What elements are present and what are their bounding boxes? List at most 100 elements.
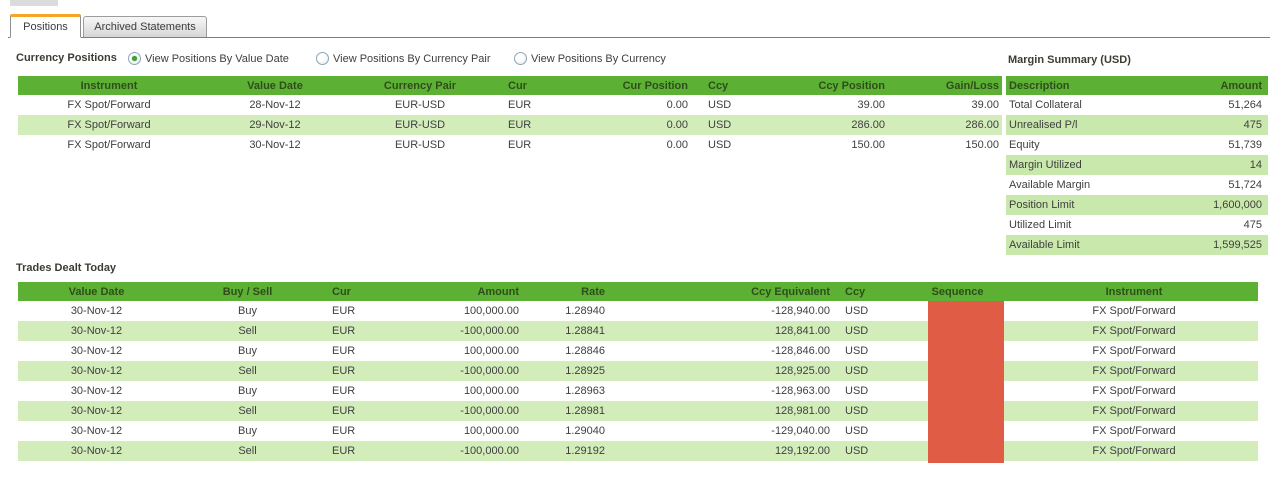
table-row[interactable]: 30-Nov-12 Sell EUR -100,000.00 1.28841 128,84… [18,321,1258,341]
table-row[interactable]: Unrealised P/l 475 [1006,115,1268,135]
table-cell: Buy [238,345,257,357]
table-cell: 100,000.00 [463,345,519,357]
table-cell: 51,724 [1228,179,1262,191]
table-row[interactable]: Total Collateral 51,264 [1006,95,1268,115]
table-row[interactable]: 30-Nov-12 Buy EUR 100,000.00 1.28846 -128,846… [18,341,1258,361]
column-header[interactable]: Currency Pair [350,76,490,95]
table-cell: 51,264 [1228,99,1262,111]
table-cell: 129,192.00 [615,441,835,461]
column-header[interactable]: Amount [1176,76,1268,95]
table-cell: Sell [175,401,320,421]
table-row[interactable]: 30-Nov-12 Sell EUR -100,000.00 1.28925 128,92… [18,361,1258,381]
trades-dealt-today-title: Trades Dealt Today [16,262,117,274]
table-row[interactable]: FX Spot/Forward 28-Nov-12 EUR-USD EUR 0.00 US… [18,95,1002,115]
table-cell: USD [835,321,905,341]
table-row[interactable]: FX Spot/Forward 29-Nov-12 EUR-USD EUR 0.00 US… [18,115,1002,135]
tab-positions[interactable]: Positions [10,14,81,38]
table-cell: -100,000.00 [410,441,525,461]
currency-positions-title: Currency Positions [16,52,117,64]
table-row[interactable]: Equity 51,739 [1006,135,1268,155]
table-cell: FX Spot/Forward [1092,385,1176,397]
table-cell: 1,600,000 [1176,195,1268,215]
column-header[interactable]: Rate [525,282,615,301]
column-header[interactable]: Cur [320,282,410,301]
table-row[interactable]: FX Spot/Forward 30-Nov-12 EUR-USD EUR 0.00 US… [18,135,1002,155]
column-header[interactable]: Description [1006,76,1176,95]
column-header[interactable]: Buy / Sell [175,282,320,301]
table-row[interactable]: 30-Nov-12 Sell EUR -100,000.00 1.29192 129,19… [18,441,1258,461]
table-row[interactable]: Utilized Limit 475 [1006,215,1268,235]
table-cell: EUR [320,361,410,381]
column-header[interactable]: Cur Position [565,76,700,95]
table-cell: 1.28981 [525,401,615,421]
table-cell: USD [708,99,732,111]
table-row[interactable]: 30-Nov-12 Sell EUR -100,000.00 1.28981 128,98… [18,401,1258,421]
table-cell: -128,940.00 [771,305,830,317]
table-cell: Buy [238,305,257,317]
table-cell: 150.00 [965,139,999,151]
table-cell: -100,000.00 [410,321,525,341]
tab-archived-statements[interactable]: Archived Statements [83,16,207,37]
table-cell: Available Limit [1006,235,1176,255]
table-cell: EUR-USD [350,115,490,135]
table-row[interactable]: Margin Utilized 14 [1006,155,1268,175]
table-cell: Buy [238,385,257,397]
table-cell: 30-Nov-12 [70,385,123,397]
table-cell: 39.00 [971,99,999,111]
table-cell: FX Spot/Forward [67,139,151,151]
table-cell: -100,000.00 [410,361,525,381]
table-cell: USD [835,361,905,381]
radio-view-positions-by-value-date[interactable]: View Positions By Value Date [128,50,289,67]
table-cell: USD [835,401,905,421]
margin-summary-table: Description Amount Total Collateral 51,264… [1006,76,1268,255]
table-row[interactable]: 30-Nov-12 Buy EUR 100,000.00 1.29040 -129,040… [18,421,1258,441]
table-cell: Buy [238,425,257,437]
table-cell: 1.28925 [525,361,615,381]
column-header[interactable]: Value Date [200,76,350,95]
column-header[interactable]: Value Date [18,282,175,301]
column-header[interactable]: Gain/Loss [895,76,1002,95]
table-cell: -128,846.00 [771,345,830,357]
table-cell: 1.29040 [565,425,605,437]
top-left-artifact [10,0,58,6]
table-cell: EUR [490,115,565,135]
table-row[interactable]: Available Margin 51,724 [1006,175,1268,195]
table-row[interactable]: 30-Nov-12 Buy EUR 100,000.00 1.28963 -128,963… [18,381,1258,401]
table-cell: FX Spot/Forward [1010,361,1258,381]
table-cell: 30-Nov-12 [18,441,175,461]
table-row[interactable]: Position Limit 1,600,000 [1006,195,1268,215]
table-cell: -100,000.00 [410,401,525,421]
column-header[interactable]: Ccy [835,282,905,301]
table-row[interactable]: 30-Nov-12 Buy EUR 100,000.00 1.28940 -128,940… [18,301,1258,321]
table-cell: 14 [1176,155,1268,175]
column-header[interactable]: Ccy Equivalent [615,282,835,301]
column-header[interactable]: Amount [410,282,525,301]
table-cell: EUR [332,385,356,397]
column-header[interactable]: Ccy Position [765,76,895,95]
table-cell: FX Spot/Forward [1092,345,1176,357]
radio-view-positions-by-currency-pair[interactable]: View Positions By Currency Pair [316,50,491,67]
table-cell: USD [700,115,765,135]
column-header[interactable]: Instrument [18,76,200,95]
table-cell: USD [845,425,869,437]
column-header[interactable]: Cur [490,76,565,95]
tab-label: Archived Statements [94,21,196,33]
table-row[interactable]: Available Limit 1,599,525 [1006,235,1268,255]
table-cell: 128,841.00 [615,321,835,341]
table-cell: 28-Nov-12 [249,99,301,111]
margin-summary-title: Margin Summary (USD) [1008,54,1131,66]
table-cell: Sell [175,321,320,341]
table-cell: FX Spot/Forward [1092,425,1176,437]
table-cell: Utilized Limit [1009,219,1072,231]
table-cell: EUR [508,99,532,111]
column-header[interactable]: Sequence [905,282,1010,301]
table-cell: 100,000.00 [463,385,519,397]
table-cell: 128,981.00 [615,401,835,421]
table-header-row: Value Date Buy / Sell Cur Amount Rate Ccy Equ… [18,282,1258,301]
table-cell: 30-Nov-12 [249,139,301,151]
radio-view-positions-by-currency[interactable]: View Positions By Currency [514,50,666,67]
table-cell: FX Spot/Forward [67,99,151,111]
column-header[interactable]: Instrument [1010,282,1258,301]
table-cell: EUR-USD [394,139,446,151]
column-header[interactable]: Ccy [700,76,765,95]
